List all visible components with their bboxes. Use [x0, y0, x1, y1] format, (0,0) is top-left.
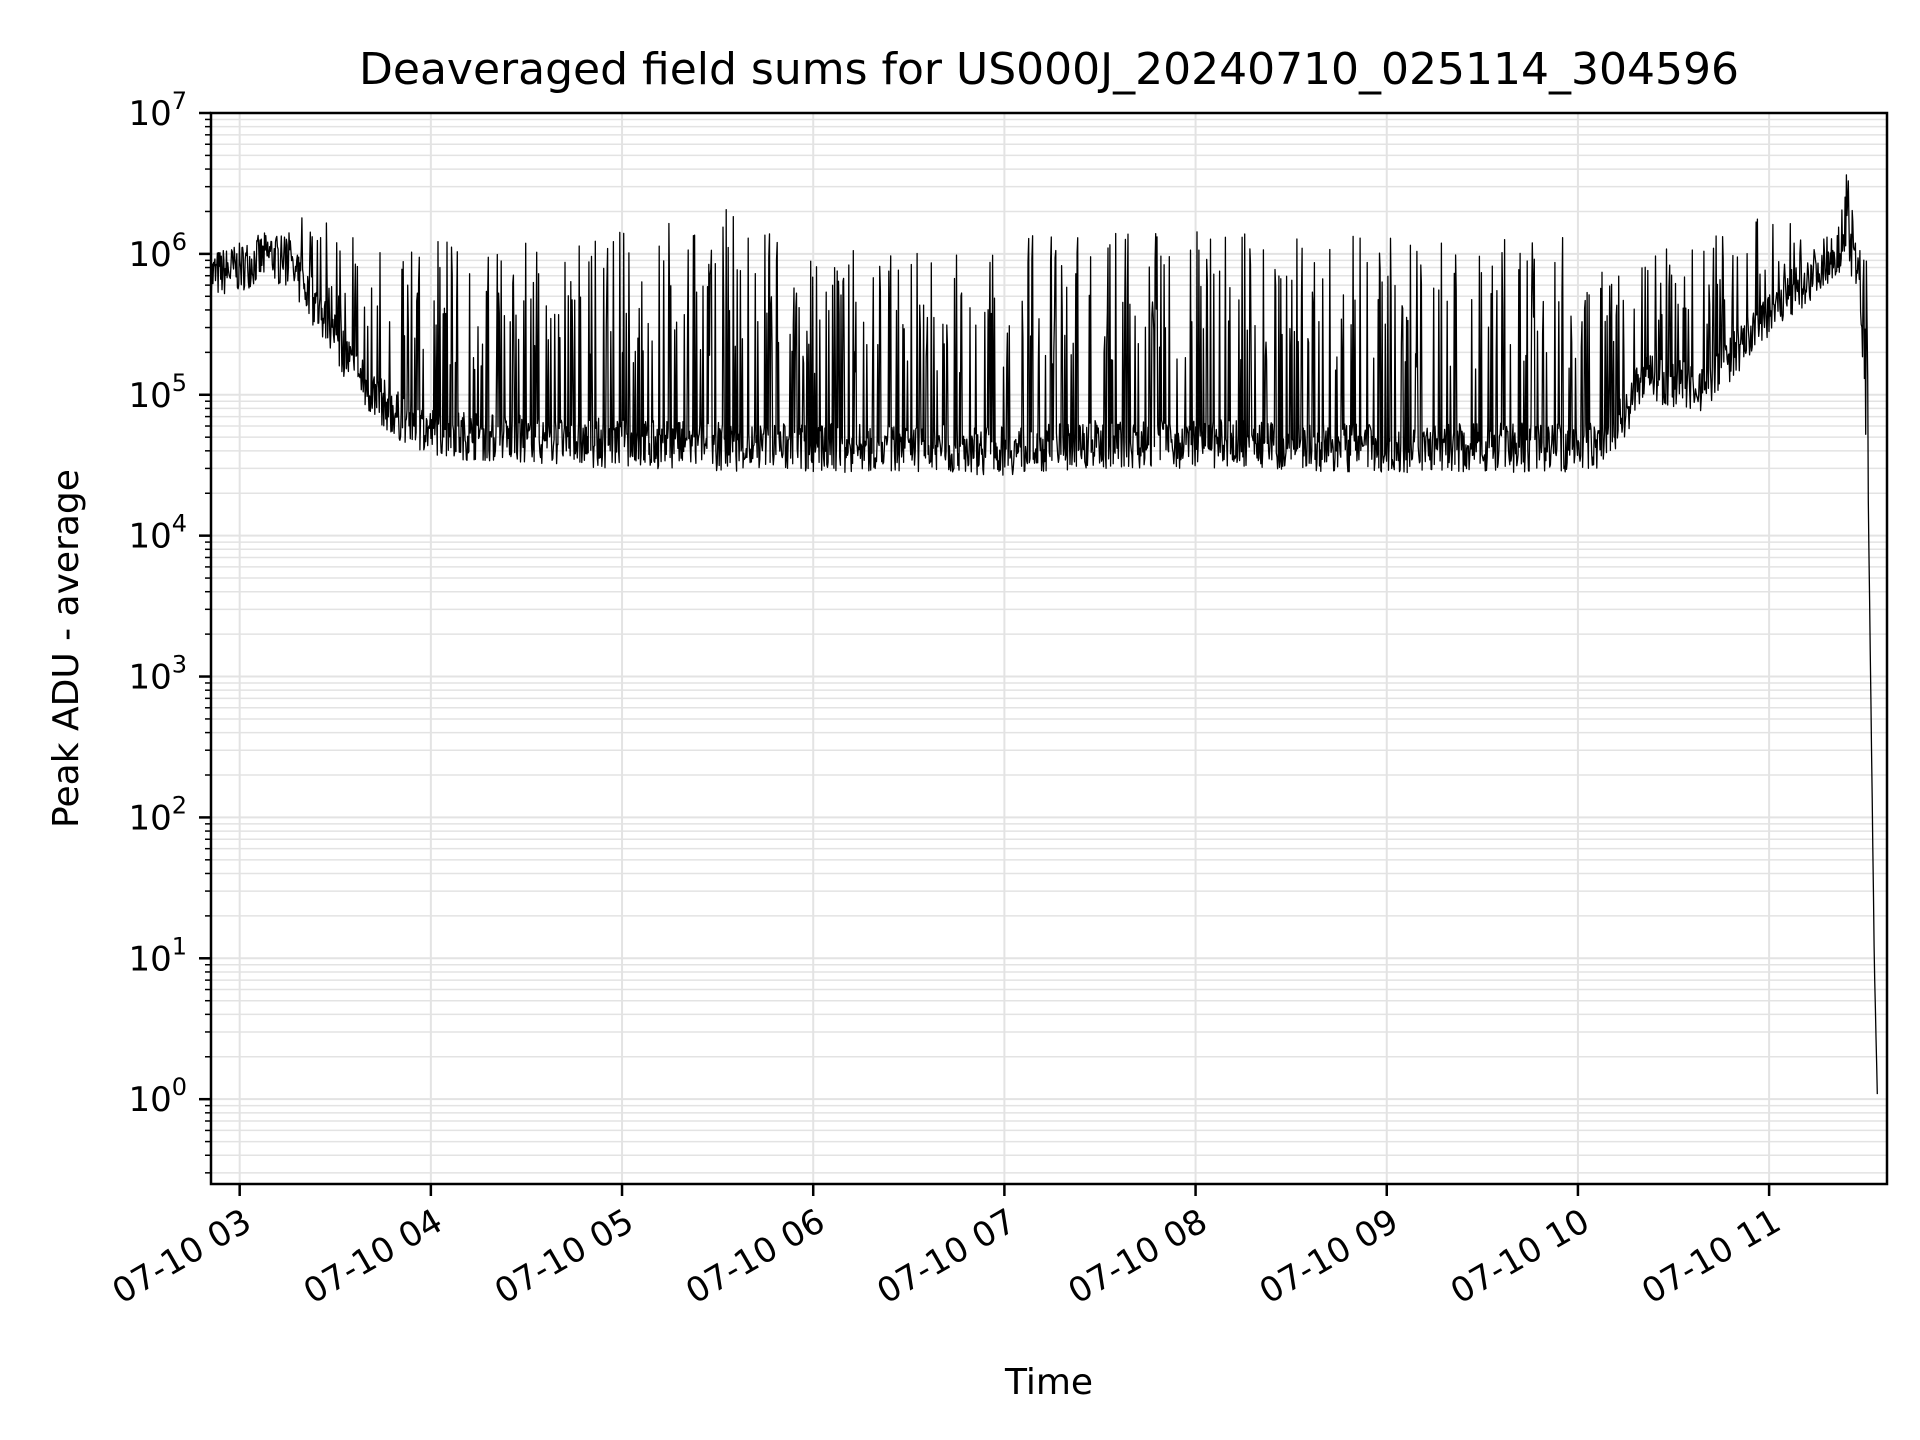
y-tick-label: 101 — [128, 932, 187, 979]
series-line — [210, 174, 1878, 1095]
y-tick-label: 100 — [128, 1073, 187, 1120]
y-tick-label: 107 — [128, 87, 187, 134]
y-axis: 100 101 102 103 104 105 106 107 — [128, 87, 211, 1174]
y-axis-label: Peak ADU - average — [46, 469, 87, 828]
y-tick-label: 105 — [128, 369, 187, 416]
x-axis-label: Time — [1004, 1362, 1093, 1403]
plot-frame — [209, 111, 1889, 1186]
series-layer — [210, 174, 1878, 1095]
y-tick-label: 103 — [128, 651, 187, 698]
chart-title: Deaveraged field sums for US000J_2024071… — [359, 44, 1739, 95]
y-tick-label: 102 — [128, 791, 187, 838]
y-tick-label: 104 — [128, 510, 187, 557]
y-tick-label: 106 — [128, 228, 187, 275]
grid — [211, 112, 1887, 1184]
